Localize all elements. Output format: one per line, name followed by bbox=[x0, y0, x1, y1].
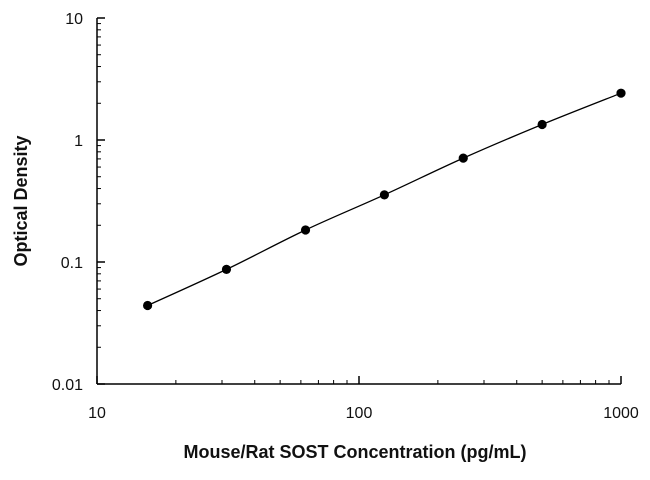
x-axis-title: Mouse/Rat SOST Concentration (pg/mL) bbox=[183, 442, 526, 462]
data-point bbox=[616, 88, 626, 98]
axes bbox=[96, 17, 622, 385]
data-point bbox=[537, 119, 547, 130]
tick-labels-group: 10 100 1000 0.01 0.1 1 10 bbox=[52, 11, 639, 422]
data-points-group bbox=[142, 88, 626, 311]
x-tick-label: 100 bbox=[346, 405, 373, 422]
data-point bbox=[379, 190, 389, 200]
x-tick-label: 1000 bbox=[603, 405, 639, 422]
y-tick-label: 0.1 bbox=[61, 255, 83, 272]
y-tick-label: 1 bbox=[74, 133, 83, 150]
data-point bbox=[300, 225, 311, 235]
y-tick-label: 0.01 bbox=[52, 377, 83, 394]
data-point bbox=[142, 300, 153, 311]
x-tick-label: 10 bbox=[88, 405, 106, 422]
data-point bbox=[458, 153, 468, 163]
data-point bbox=[221, 264, 232, 274]
y-tick-label: 10 bbox=[65, 11, 83, 28]
y-axis-title: Optical Density bbox=[11, 135, 31, 266]
